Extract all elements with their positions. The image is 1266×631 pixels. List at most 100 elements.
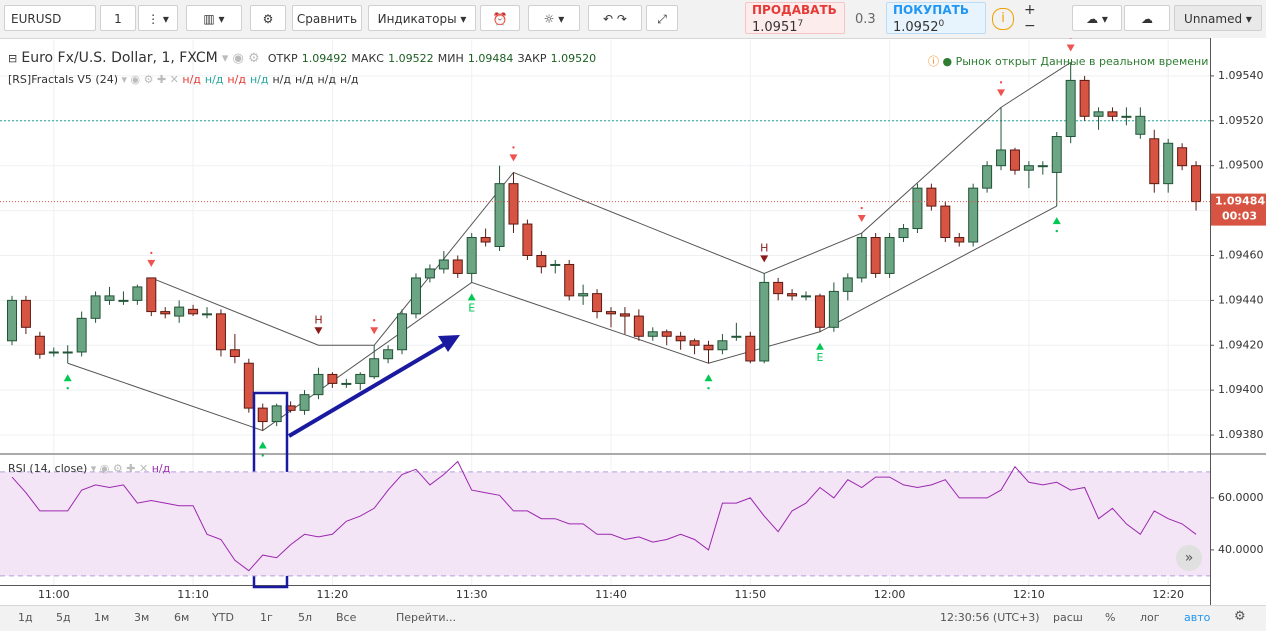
scale-option[interactable]: расш	[1053, 611, 1083, 624]
range-button[interactable]: YTD	[212, 611, 234, 624]
layout-menu[interactable]: Unnamed ▾	[1174, 5, 1262, 31]
candle-body	[675, 335, 686, 342]
candle-body	[661, 331, 672, 337]
candle-body	[773, 281, 784, 295]
indicator-value: н/д	[317, 73, 336, 86]
sell-label: ПРОДАВАТЬ	[752, 3, 837, 17]
candle-body	[508, 183, 519, 225]
clock: 12:30:56 (UTC+3)	[940, 611, 1040, 624]
indicator-value: н/д	[272, 73, 291, 86]
range-button[interactable]: 1г	[260, 611, 273, 624]
fractal-marker	[509, 154, 518, 162]
candle-body	[1121, 115, 1132, 118]
fractal-label: Е	[468, 301, 475, 314]
y-tick-label: 1.09540	[1218, 69, 1264, 82]
candle-body	[327, 373, 338, 384]
fractal-marker	[815, 342, 824, 350]
interval[interactable]: 1	[100, 5, 136, 31]
range-button[interactable]: Все	[336, 611, 357, 624]
candle-body	[814, 295, 825, 328]
fractal-dot	[66, 387, 69, 390]
alert[interactable]: ⏰	[480, 5, 520, 31]
buy-sup: 0	[938, 19, 945, 29]
candle-body	[801, 295, 812, 298]
candle-body	[564, 263, 575, 297]
candle-body	[369, 358, 380, 378]
save-cloud[interactable]: ☁ ▾	[1072, 5, 1122, 31]
sell-button[interactable]: ПРОДАВАТЬ 1.09517	[745, 2, 845, 35]
range-button[interactable]: 5л	[298, 611, 313, 624]
ideas[interactable]: ☼ ▾	[528, 5, 580, 31]
candle-body	[954, 237, 965, 243]
indicator-value: н/д	[204, 73, 224, 86]
candle-body	[271, 405, 282, 423]
candle-body	[1177, 147, 1188, 167]
candle-body	[1107, 111, 1118, 117]
candle-body	[647, 331, 658, 337]
range-button[interactable]: 5д	[56, 611, 71, 624]
candle-body	[215, 313, 226, 351]
symbol-input[interactable]: EURUSD	[4, 5, 96, 31]
fractal-dot	[512, 146, 515, 149]
candle-body	[452, 259, 463, 274]
fractal-marker	[704, 374, 713, 382]
range-button[interactable]: 3м	[134, 611, 150, 624]
candle-body	[62, 351, 73, 354]
fractal-marker	[1066, 44, 1075, 52]
scale-option[interactable]: %	[1105, 611, 1116, 624]
indicators-label: Индикаторы	[377, 12, 457, 26]
chart-style[interactable]: ▥ ▾	[186, 5, 242, 31]
candle-body	[355, 373, 366, 384]
last-price-label: 1.09484	[1215, 195, 1265, 208]
candle-body	[1009, 149, 1020, 171]
candle-body	[536, 254, 547, 268]
candle-body	[243, 362, 254, 409]
fractal-dot	[372, 319, 376, 322]
high-value: 1.09522	[388, 52, 434, 65]
fractal-label: Н	[760, 241, 768, 254]
candle-body	[76, 317, 87, 353]
scroll-right[interactable]: »	[1176, 545, 1202, 571]
range-button[interactable]: 1д	[18, 611, 33, 624]
candle-body	[926, 187, 937, 207]
fullscreen[interactable]: ⤢	[646, 5, 678, 31]
close-label: ЗАКР	[517, 52, 547, 65]
candle-body	[257, 407, 268, 423]
range-button[interactable]: 1м	[94, 611, 110, 624]
candle-body	[996, 149, 1007, 167]
x-tick-label: 11:10	[177, 588, 209, 601]
candle-body	[759, 281, 770, 362]
candle-body	[90, 295, 101, 319]
info-icon[interactable]: i	[992, 8, 1014, 30]
y-tick-label: 1.09500	[1218, 159, 1264, 172]
fractal-marker	[370, 327, 379, 335]
candle-body	[1051, 136, 1062, 173]
compare[interactable]: Сравнить	[292, 5, 362, 31]
x-tick-label: 12:10	[1013, 588, 1045, 601]
fractal-line-up	[151, 62, 1071, 346]
buy-button[interactable]: ПОКУПАТЬ 1.09520	[886, 2, 986, 35]
settings[interactable]: ⚙	[250, 5, 286, 31]
candle-body	[1093, 111, 1104, 117]
zoom-buttons[interactable]: + −	[1024, 2, 1036, 34]
rsi-line	[11, 460, 1197, 572]
settings-button[interactable]: ⚙	[1234, 609, 1246, 624]
candle-body	[1065, 79, 1076, 138]
scale-option[interactable]: лог	[1140, 611, 1160, 624]
indicator-value: н/д	[182, 73, 201, 86]
candle-body	[842, 277, 853, 292]
indicators[interactable]: Индикаторы ▾	[368, 5, 476, 31]
goto-button[interactable]: Перейти...	[396, 611, 456, 624]
candle-body	[438, 259, 449, 270]
candle-body	[689, 340, 700, 346]
scale-option[interactable]: авто	[1184, 611, 1211, 624]
candle-body	[188, 308, 199, 315]
legend: ⊟ Euro Fx/U.S. Dollar, 1, FXCM ▾ ◉ ⚙ ОТК…	[8, 50, 597, 66]
y-tick-label: 1.09440	[1218, 293, 1264, 306]
candle-body	[229, 349, 240, 357]
range-button[interactable]: 6м	[174, 611, 190, 624]
load-cloud[interactable]: ☁	[1124, 5, 1170, 31]
interval-menu[interactable]: ⋮ ▾	[138, 5, 178, 31]
undo-redo[interactable]: ↶ ↷	[588, 5, 642, 31]
